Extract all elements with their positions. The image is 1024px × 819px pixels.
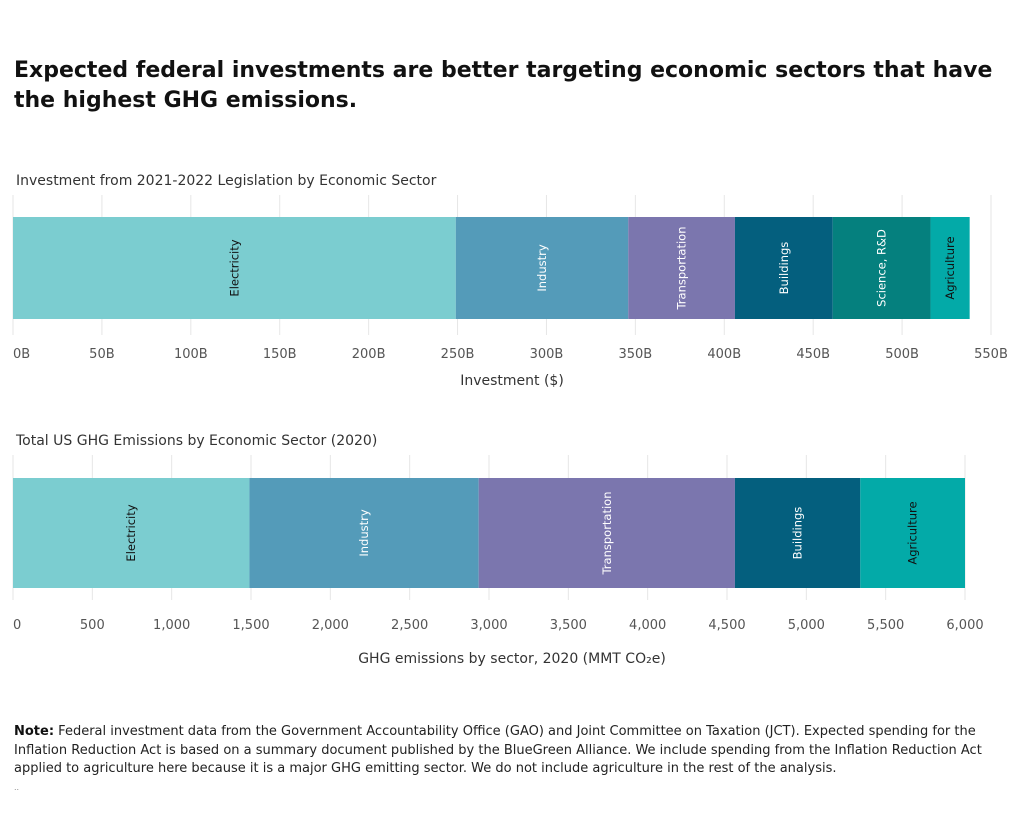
investment-bar-label-agriculture: Agriculture [943,236,957,299]
investment-bar-electricity [13,217,456,319]
emissions-chart: Electricity Industry Transportation Buildin… [12,455,984,667]
emissions-tick-label: 6,000 [946,618,983,633]
investment-tick-label: 150B [263,347,297,362]
emissions-tick-label: 0 [13,618,21,633]
investment-tick-label: 300B [530,347,564,362]
emissions-bar-agriculture [860,478,965,588]
emissions-tick-label: 4,000 [629,618,666,633]
emissions-tick-label: 2,000 [312,618,349,633]
investment-bar-industry [455,217,629,319]
emissions-tick-label: 5,000 [788,618,825,633]
investment-bar-label-transportation: Transportation [675,226,689,310]
investment-tick-label: 200B [352,347,386,362]
source-note: Note: Federal investment data from the G… [14,723,1009,779]
investment-bar-label-electricity: Electricity [227,239,241,296]
investment-chart: Electricity Industry Transportation Buildin… [12,195,1008,389]
emissions-tick-label: 1,500 [232,618,269,633]
investment-bar-transportation [628,217,735,319]
investment-tick-label: 50B [89,347,114,362]
investment-axis-title: Investment ($) [460,373,564,389]
investment-tick-label: 0B [13,347,30,362]
page-headline: Expected federal investments are better … [14,58,993,113]
emissions-bar-label-buildings: Buildings [791,507,805,560]
emissions-chart-title: Total US GHG Emissions by Economic Secto… [16,433,378,449]
emissions-bar-label-transportation: Transportation [600,491,614,575]
investment-tick-label: 500B [885,347,919,362]
investment-bar-label-buildings: Buildings [777,242,791,295]
investment-tick-label: 350B [618,347,652,362]
emissions-bar-label-electricity: Electricity [124,504,138,561]
note-trailing-dots: .. [14,783,20,792]
emissions-axis-title: GHG emissions by sector, 2020 (MMT CO₂e) [358,651,666,667]
investment-tick-label: 250B [441,347,475,362]
investment-tick-label: 100B [174,347,208,362]
investment-bar-science-r-d [832,217,931,319]
emissions-bar-electricity [13,478,250,588]
emissions-bar-label-industry: Industry [357,509,371,556]
investment-tick-label: 550B [974,347,1008,362]
emissions-bar-buildings [734,478,861,588]
investment-bar-buildings [734,217,833,319]
emissions-tick-label: 1,000 [153,618,190,633]
emissions-bar-label-agriculture: Agriculture [906,501,920,564]
investment-tick-label: 400B [707,347,741,362]
emissions-tick-label: 3,000 [470,618,507,633]
investment-chart-title: Investment from 2021-2022 Legislation by… [16,173,437,189]
investment-bar-label-industry: Industry [535,244,549,291]
note-text: Federal investment data from the Governm… [14,724,982,776]
note-label: Note: [14,724,55,739]
emissions-tick-label: 2,500 [391,618,428,633]
emissions-tick-label: 3,500 [550,618,587,633]
emissions-tick-label: 500 [80,618,105,633]
emissions-bar-industry [249,478,479,588]
investment-bar-label-science-r-d: Science, R&D [875,229,889,307]
emissions-tick-label: 5,500 [867,618,904,633]
investment-tick-label: 450B [796,347,830,362]
emissions-bar-transportation [478,478,735,588]
investment-bar-agriculture [930,217,970,319]
emissions-tick-label: 4,500 [708,618,745,633]
